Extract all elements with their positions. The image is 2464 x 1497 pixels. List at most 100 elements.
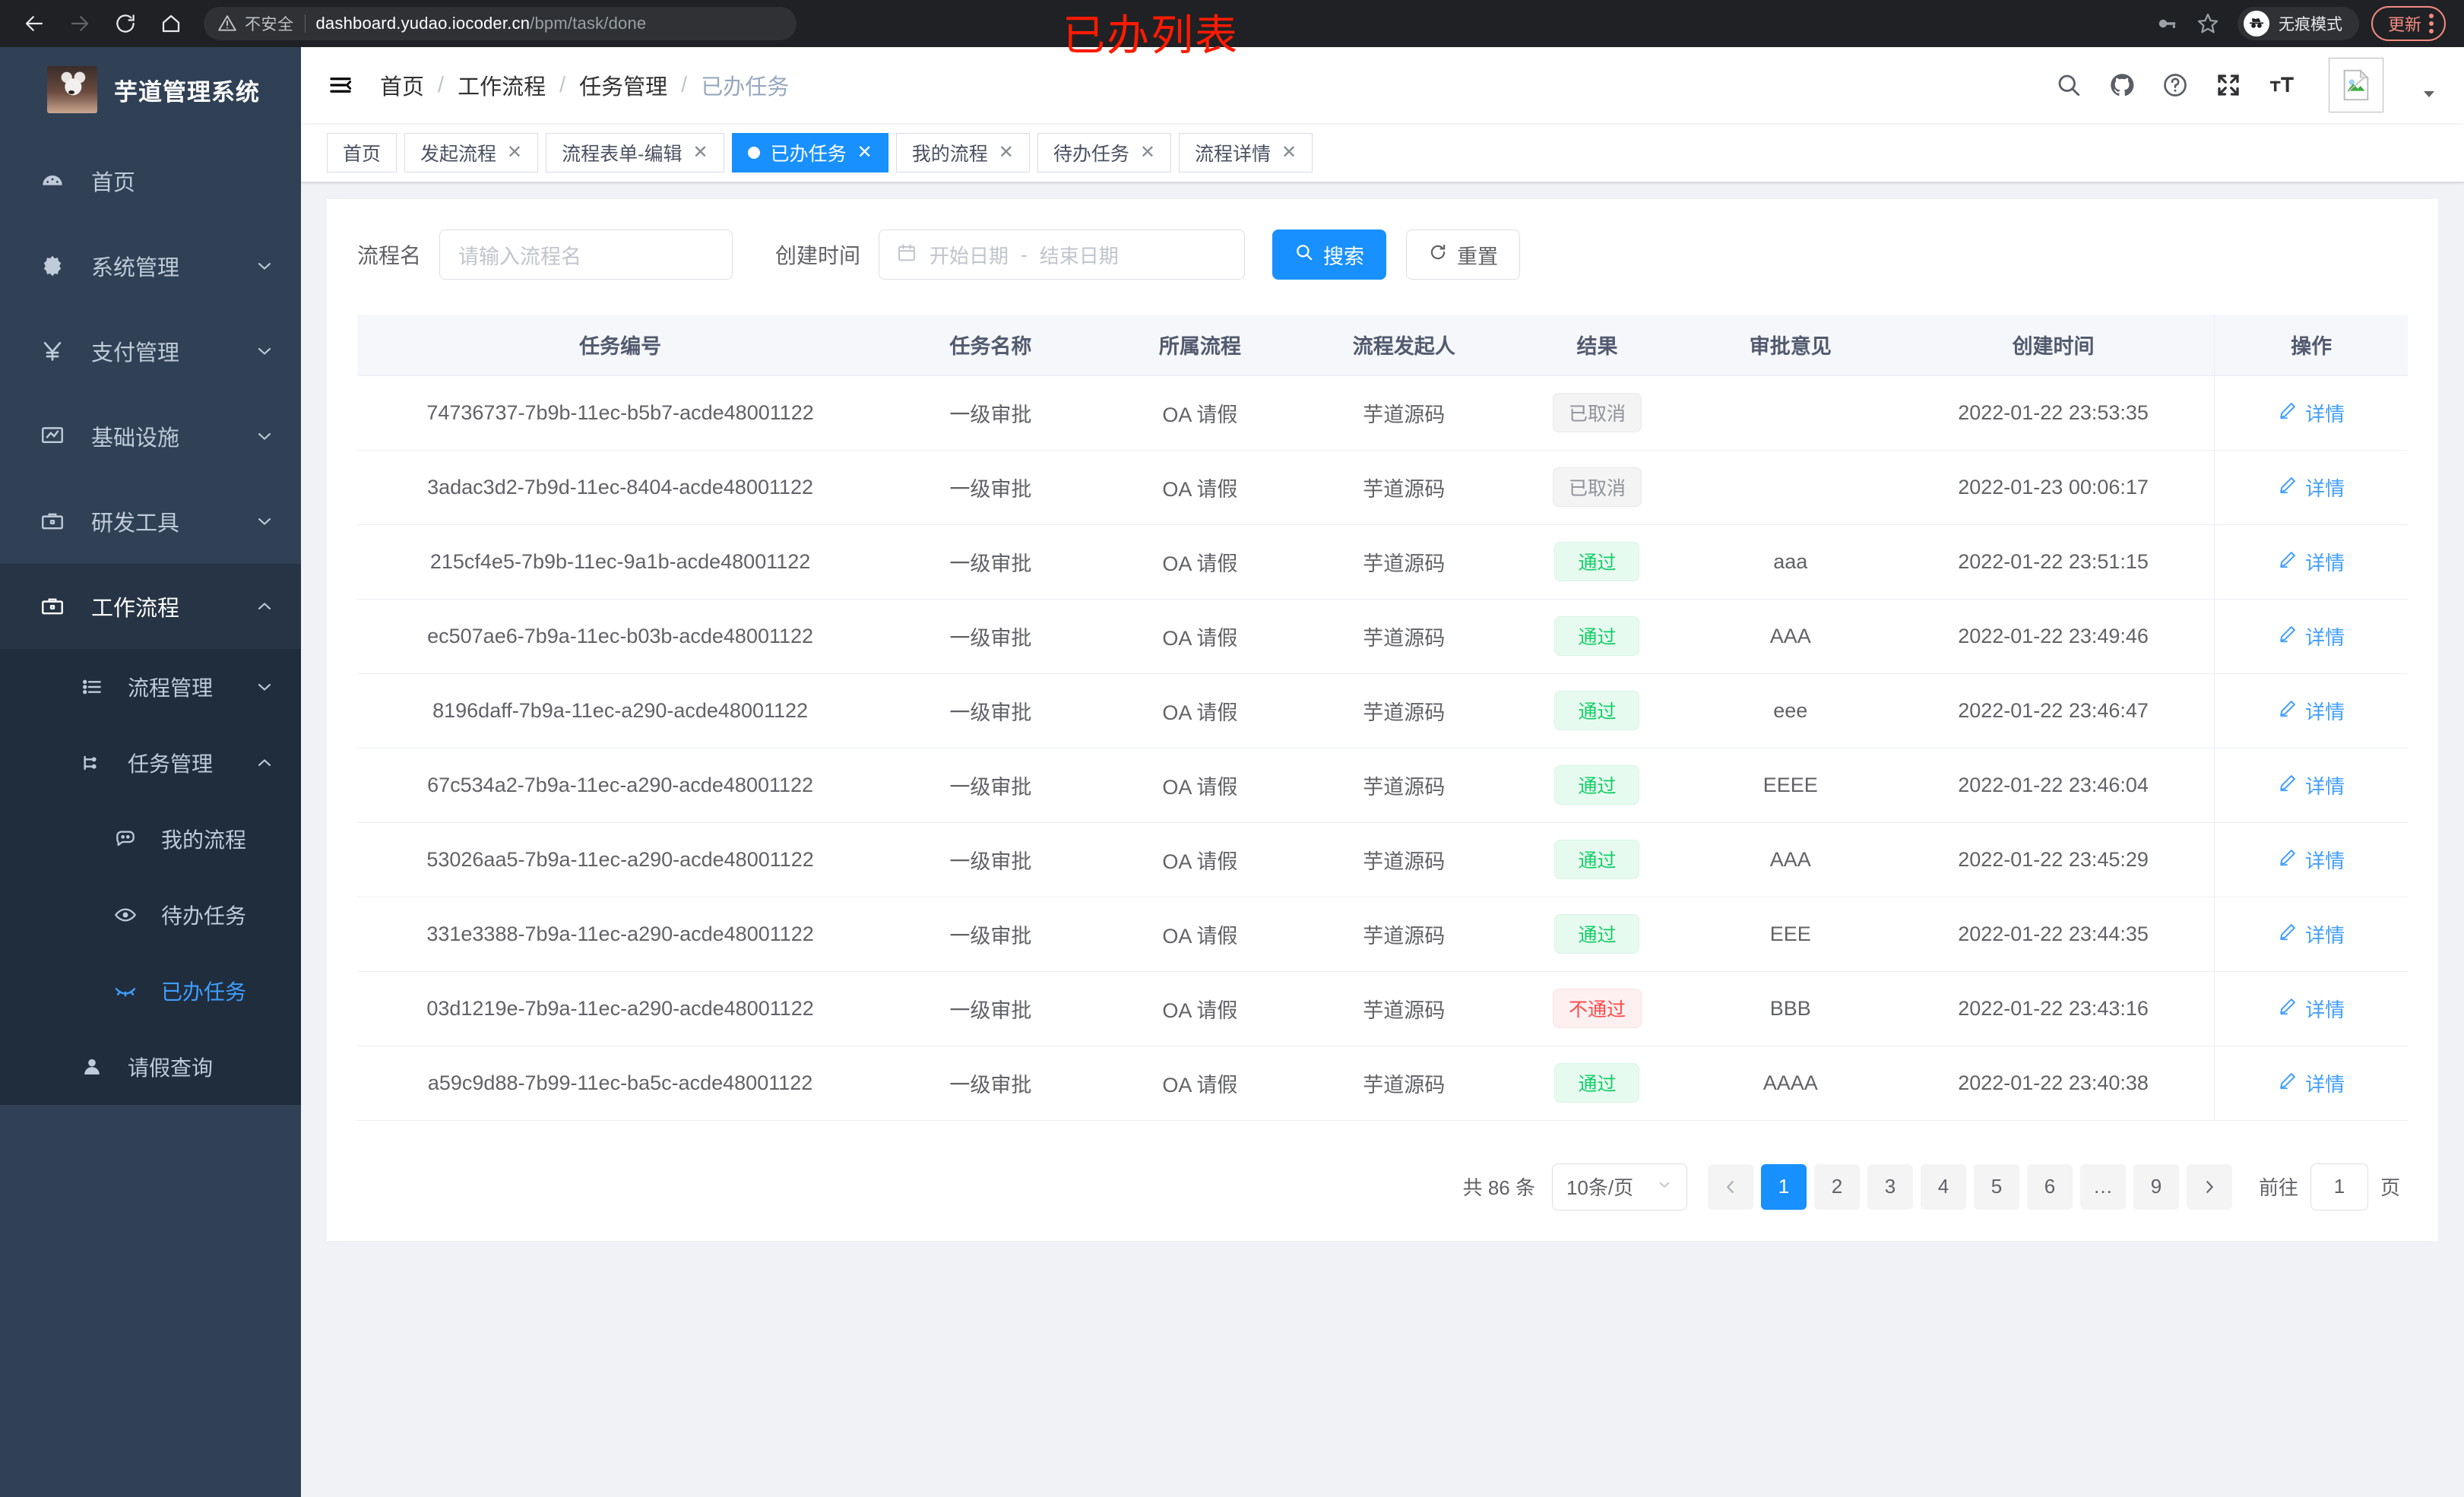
back-arrow-icon[interactable] xyxy=(14,3,55,44)
pagination-page-5[interactable]: 5 xyxy=(1973,1163,2019,1210)
address-bar[interactable]: 不安全 dashboard.yudao.iocoder.cn/bpm/task/… xyxy=(204,7,797,40)
detail-link-label: 详情 xyxy=(2305,551,2345,574)
pagination-page-6[interactable]: 6 xyxy=(2026,1163,2073,1210)
pagination-page-…[interactable]: … xyxy=(2079,1163,2126,1210)
cell-task-name: 一级审批 xyxy=(883,971,1098,1046)
sidebar-item-task-management[interactable]: 任务管理 xyxy=(0,725,301,801)
sidebar-item-leave-query[interactable]: 请假查询 xyxy=(0,1029,301,1105)
pagination-prev-button[interactable] xyxy=(1707,1163,1753,1210)
close-icon[interactable]: ✕ xyxy=(507,141,523,163)
top-navbar-actions xyxy=(2055,58,2438,112)
jump-page-input[interactable]: 1 xyxy=(2310,1163,2368,1211)
detail-link[interactable]: 详情 xyxy=(2278,1069,2345,1097)
tab-todo-tasks[interactable]: 待办任务 ✕ xyxy=(1037,132,1171,172)
forward-arrow-icon[interactable] xyxy=(59,3,100,44)
browser-toolbar: 不安全 dashboard.yudao.iocoder.cn/bpm/task/… xyxy=(0,0,2464,61)
detail-link[interactable]: 详情 xyxy=(2278,697,2345,725)
tab-home[interactable]: 首页 xyxy=(327,132,397,172)
detail-link[interactable]: 详情 xyxy=(2278,399,2345,427)
detail-link[interactable]: 详情 xyxy=(2278,920,2345,948)
chevron-down-icon xyxy=(1656,1175,1673,1198)
github-icon[interactable] xyxy=(2108,71,2136,99)
key-icon[interactable] xyxy=(2148,5,2186,43)
eye-closed-icon xyxy=(106,979,144,1003)
cell-task-name: 一级审批 xyxy=(883,748,1098,823)
close-icon[interactable]: ✕ xyxy=(857,141,873,163)
edit-pencil-icon xyxy=(2278,922,2298,947)
caret-down-icon[interactable] xyxy=(2420,84,2438,103)
tab-my-process[interactable]: 我的流程 ✕ xyxy=(895,132,1030,172)
sidebar-item-my-process[interactable]: 我的流程 xyxy=(0,801,301,877)
update-button[interactable]: 更新 xyxy=(2371,6,2446,41)
cell-process: OA 请假 xyxy=(1097,450,1303,525)
brand[interactable]: 芋道管理系统 xyxy=(0,47,301,132)
tab-process-detail[interactable]: 流程详情 ✕ xyxy=(1178,132,1313,172)
close-icon[interactable]: ✕ xyxy=(1139,141,1155,163)
sidebar-item-process-management[interactable]: 流程管理 xyxy=(0,649,301,725)
brand-title: 芋道管理系统 xyxy=(114,78,260,106)
detail-link[interactable]: 详情 xyxy=(2278,548,2345,576)
sidebar-item-label: 首页 xyxy=(91,171,136,195)
tab-start-process[interactable]: 发起流程 ✕ xyxy=(404,132,539,172)
detail-link[interactable]: 详情 xyxy=(2278,846,2345,874)
process-name-input[interactable]: 请输入流程名 xyxy=(439,229,733,280)
cell-initiator: 芋道源码 xyxy=(1302,450,1506,525)
cell-initiator: 芋道源码 xyxy=(1302,1046,1506,1121)
detail-link[interactable]: 详情 xyxy=(2278,473,2345,502)
detail-link[interactable]: 详情 xyxy=(2278,622,2345,650)
pagination-page-2[interactable]: 2 xyxy=(1813,1163,1860,1210)
search-button[interactable]: 搜索 xyxy=(1272,229,1387,280)
font-size-icon[interactable] xyxy=(2268,71,2295,99)
sidebar-item-workflow[interactable]: 工作流程 xyxy=(0,564,301,649)
page-size-select[interactable]: 10条/页 xyxy=(1551,1163,1687,1211)
breadcrumb-item-2[interactable]: 任务管理 xyxy=(579,75,668,100)
column-header-task-id: 任务编号 xyxy=(357,315,884,376)
sidebar-item-dev-tools[interactable]: 研发工具 xyxy=(0,479,301,564)
tab-process-form-edit[interactable]: 流程表单-编辑 ✕ xyxy=(546,132,724,172)
sidebar-item-home[interactable]: 首页 xyxy=(0,138,301,223)
sidebar-item-infrastructure[interactable]: 基础设施 xyxy=(0,394,301,479)
incognito-indicator[interactable]: 无痕模式 xyxy=(2237,7,2359,40)
cell-opinion: aaa xyxy=(1688,524,1892,600)
breadcrumb-item-0[interactable]: 首页 xyxy=(380,75,425,100)
cell-task-id: 3adac3d2-7b9d-11ec-8404-acde48001122 xyxy=(357,450,884,525)
cell-initiator: 芋道源码 xyxy=(1302,897,1506,972)
close-icon[interactable]: ✕ xyxy=(998,141,1014,163)
chevron-up-icon xyxy=(254,596,275,617)
cell-initiator: 芋道源码 xyxy=(1302,748,1506,823)
cell-created-time: 2022-01-22 23:46:47 xyxy=(1892,673,2215,748)
star-icon[interactable] xyxy=(2189,5,2227,43)
detail-link[interactable]: 详情 xyxy=(2278,771,2345,799)
pagination-page-4[interactable]: 4 xyxy=(1920,1163,1966,1210)
create-time-daterange-picker[interactable]: 开始日期 - 结束日期 xyxy=(879,229,1246,280)
home-icon[interactable] xyxy=(150,3,192,44)
search-icon[interactable] xyxy=(2055,71,2082,99)
pagination-page-3[interactable]: 3 xyxy=(1867,1163,1913,1210)
reload-icon[interactable] xyxy=(105,3,146,44)
cell-task-name: 一级审批 xyxy=(883,524,1098,600)
cell-process: OA 请假 xyxy=(1097,748,1303,823)
close-icon[interactable]: ✕ xyxy=(1281,141,1297,163)
cell-opinion xyxy=(1688,375,1892,451)
cell-task-id: 331e3388-7b9a-11ec-a290-acde48001122 xyxy=(357,897,884,972)
help-icon[interactable] xyxy=(2162,71,2189,99)
sidebar-item-system-management[interactable]: 系统管理 xyxy=(0,223,301,309)
pagination-page-1[interactable]: 1 xyxy=(1760,1163,1807,1210)
task-icon xyxy=(73,751,111,775)
broken-image-avatar[interactable] xyxy=(2329,58,2383,112)
cell-created-time: 2022-01-23 00:06:17 xyxy=(1892,450,2215,525)
tab-done-tasks[interactable]: 已办任务 ✕ xyxy=(731,132,888,172)
process-name-placeholder: 请输入流程名 xyxy=(458,245,582,268)
kebab-menu-icon[interactable] xyxy=(2429,14,2434,33)
pagination-page-9[interactable]: 9 xyxy=(2133,1163,2179,1210)
sidebar-item-payment-management[interactable]: 支付管理 xyxy=(0,309,301,394)
sidebar-item-todo-tasks[interactable]: 待办任务 xyxy=(0,877,301,953)
detail-link[interactable]: 详情 xyxy=(2278,995,2345,1023)
reset-button[interactable]: 重置 xyxy=(1406,229,1521,280)
close-icon[interactable]: ✕ xyxy=(692,141,708,163)
hamburger-icon[interactable] xyxy=(327,71,354,99)
sidebar-item-done-tasks[interactable]: 已办任务 xyxy=(0,953,301,1029)
pagination-next-button[interactable] xyxy=(2186,1163,2232,1210)
breadcrumb-item-1[interactable]: 工作流程 xyxy=(458,75,546,100)
fullscreen-icon[interactable] xyxy=(2215,71,2242,99)
